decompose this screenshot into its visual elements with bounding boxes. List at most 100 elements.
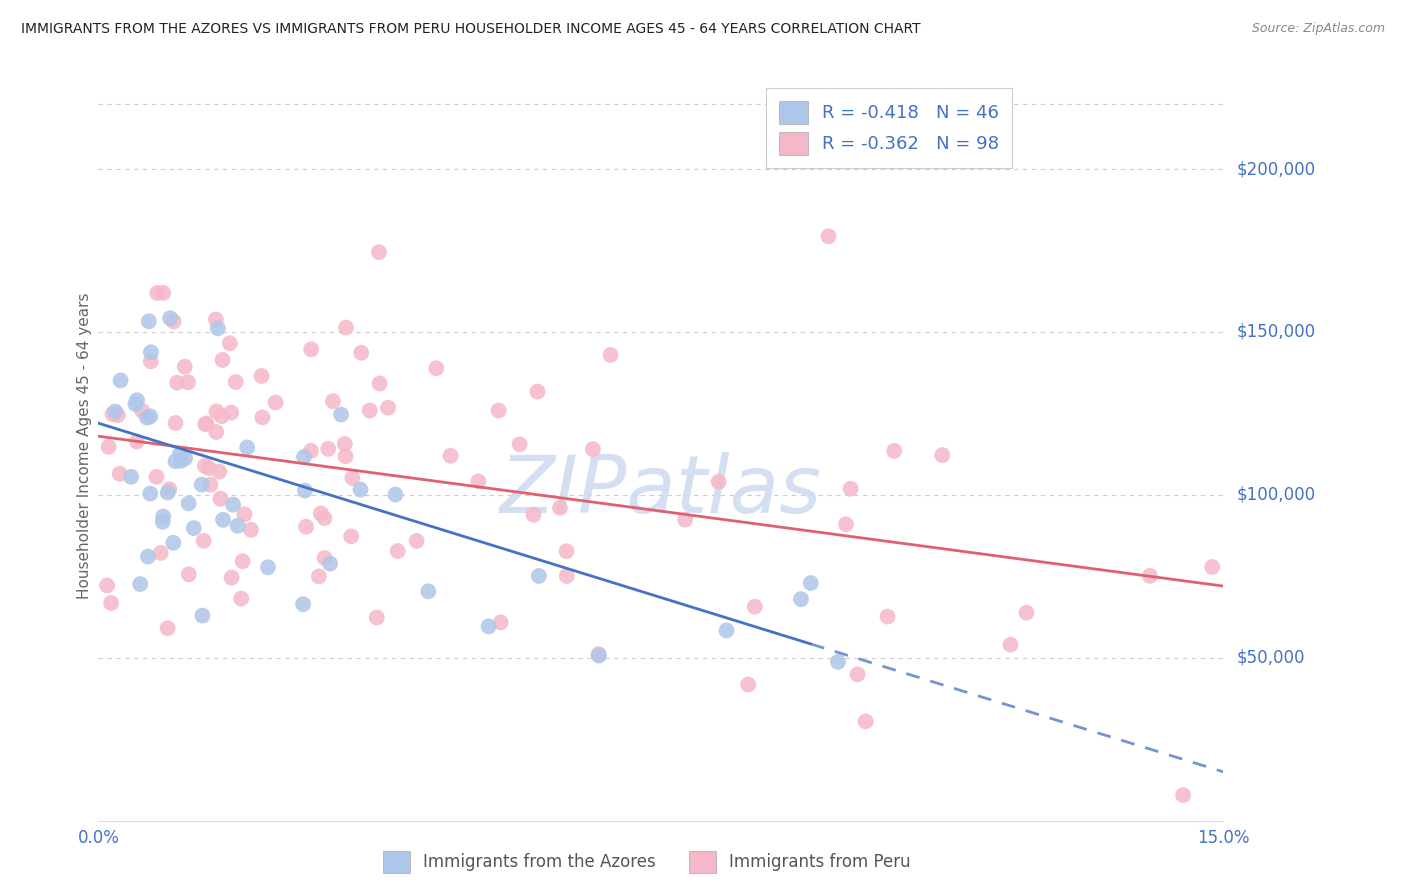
Point (673, 513, 696, 527)
Point (342, 471, 364, 485)
Point (208, 465, 231, 479)
Point (198, 461, 221, 475)
Y-axis label: Householder Income Ages 45 - 64 years: Householder Income Ages 45 - 64 years (77, 293, 91, 599)
Point (931, 448, 953, 462)
Point (846, 667, 869, 681)
Point (377, 401, 399, 415)
Point (200, 477, 222, 491)
Point (139, 409, 162, 424)
Point (299, 443, 322, 458)
Point (233, 508, 256, 522)
Point (219, 406, 242, 420)
Point (439, 449, 461, 463)
Point (205, 404, 228, 418)
Point (225, 375, 247, 389)
Point (211, 353, 233, 368)
Point (335, 320, 357, 334)
Point (555, 569, 578, 583)
Point (295, 520, 318, 534)
Point (162, 314, 184, 328)
Point (299, 343, 322, 357)
Point (835, 517, 858, 532)
Point (319, 557, 342, 571)
Point (211, 409, 233, 424)
Point (405, 533, 427, 548)
Point (488, 403, 510, 417)
Point (221, 571, 243, 585)
Point (314, 511, 336, 525)
Point (232, 554, 254, 568)
Point (1139, 569, 1161, 583)
Point (100, 596, 122, 610)
Point (152, 515, 174, 529)
Point (139, 354, 162, 368)
Point (599, 348, 621, 362)
Point (236, 441, 259, 455)
Point (582, 442, 605, 456)
Point (139, 486, 162, 500)
Point (527, 569, 550, 583)
Point (173, 359, 195, 374)
Point (125, 434, 148, 449)
Text: $50,000: $50,000 (1237, 648, 1306, 666)
Point (384, 488, 406, 502)
Point (165, 416, 187, 430)
Point (418, 584, 440, 599)
Point (316, 442, 339, 456)
Text: $150,000: $150,000 (1237, 323, 1316, 341)
Point (349, 483, 371, 497)
Point (359, 403, 381, 417)
Point (588, 647, 610, 661)
Point (157, 482, 180, 496)
Point (156, 621, 179, 635)
Point (350, 346, 373, 360)
Point (96, 578, 118, 592)
Point (170, 454, 193, 468)
Point (548, 500, 571, 515)
Point (101, 407, 124, 421)
Point (205, 312, 228, 326)
Point (222, 498, 245, 512)
Point (292, 597, 315, 611)
Point (737, 677, 759, 691)
Point (264, 395, 287, 409)
Point (177, 496, 200, 510)
Point (366, 610, 388, 624)
Point (97, 440, 120, 454)
Point (817, 229, 839, 244)
Text: IMMIGRANTS FROM THE AZORES VS IMMIGRANTS FROM PERU HOUSEHOLDER INCOME AGES 45 - : IMMIGRANTS FROM THE AZORES VS IMMIGRANTS… (21, 22, 921, 37)
Point (108, 467, 131, 481)
Text: $100,000: $100,000 (1237, 486, 1316, 504)
Point (129, 577, 152, 591)
Point (165, 454, 187, 468)
Point (194, 458, 217, 473)
Point (425, 361, 447, 376)
Point (136, 410, 159, 425)
Point (110, 374, 132, 388)
Point (477, 619, 499, 633)
Point (308, 569, 330, 583)
Point (162, 535, 184, 549)
Point (177, 376, 200, 390)
Point (131, 404, 153, 418)
Point (239, 523, 262, 537)
Point (827, 655, 849, 669)
Point (138, 314, 160, 328)
Point (152, 285, 174, 300)
Point (174, 451, 197, 466)
Point (252, 410, 274, 425)
Point (139, 345, 162, 359)
Text: $200,000: $200,000 (1237, 160, 1316, 178)
Point (744, 599, 766, 614)
Point (1171, 788, 1194, 802)
Point (883, 444, 905, 458)
Point (1201, 560, 1223, 574)
Point (152, 509, 174, 524)
Point (333, 437, 356, 451)
Point (876, 609, 898, 624)
Point (1000, 638, 1022, 652)
Point (212, 513, 235, 527)
Point (509, 437, 531, 451)
Point (368, 376, 391, 391)
Point (790, 592, 813, 607)
